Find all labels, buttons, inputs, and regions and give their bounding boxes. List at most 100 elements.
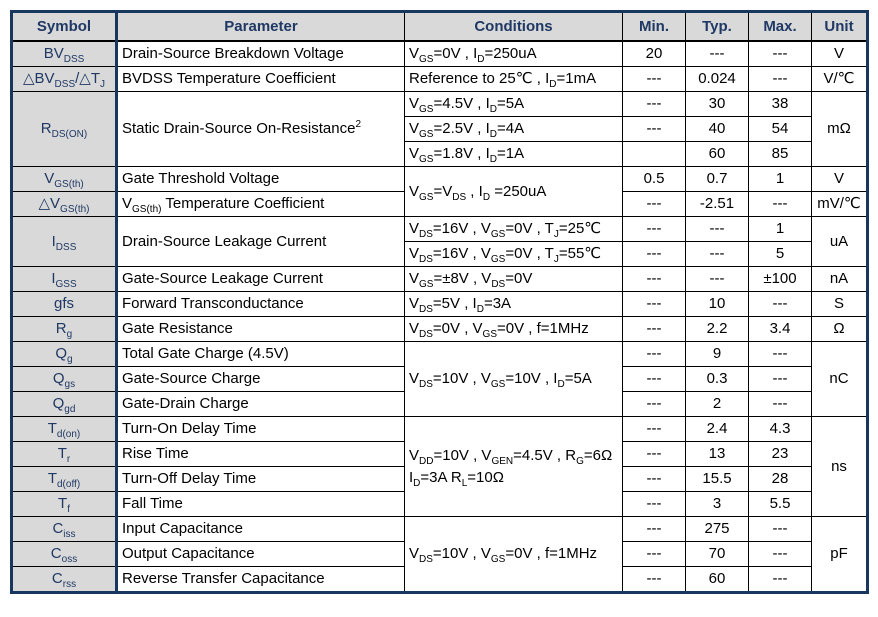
min-cell bbox=[622, 141, 686, 167]
typ-cell: 0.3 bbox=[685, 366, 749, 392]
conditions-cell: VDS=5V , ID=3A bbox=[404, 291, 623, 317]
max-cell: 28 bbox=[748, 466, 812, 492]
header-symbol: Symbol bbox=[11, 11, 118, 42]
min-cell: 20 bbox=[622, 40, 686, 67]
min-cell: --- bbox=[622, 191, 686, 217]
typ-cell: 0.7 bbox=[685, 166, 749, 192]
conditions-cell: VDS=10V , VGS=10V , ID=5A bbox=[404, 341, 623, 417]
table-row: Tr Rise Time --- 13 23 bbox=[11, 441, 868, 467]
typ-cell: 2.2 bbox=[685, 316, 749, 342]
conditions-cell: VDS=16V , VGS=0V , TJ=25℃ bbox=[404, 216, 623, 242]
min-cell: --- bbox=[622, 116, 686, 142]
unit-cell: nC bbox=[811, 341, 868, 417]
symbol-cell: BVDSS bbox=[11, 40, 118, 67]
parameter-cell: BVDSS Temperature Coefficient bbox=[116, 66, 405, 92]
symbol-cell: IGSS bbox=[11, 266, 118, 292]
min-cell: --- bbox=[622, 491, 686, 517]
min-cell: --- bbox=[622, 516, 686, 542]
min-cell: --- bbox=[622, 391, 686, 417]
table-row: gfs Forward Transconductance VDS=5V , ID=3… bbox=[11, 291, 868, 317]
typ-cell: --- bbox=[685, 40, 749, 67]
min-cell: 0.5 bbox=[622, 166, 686, 192]
symbol-cell: RDS(ON) bbox=[11, 91, 118, 167]
symbol-cell: gfs bbox=[11, 291, 118, 317]
table-row: Qg Total Gate Charge (4.5V) VDS=10V , VGS=… bbox=[11, 341, 868, 417]
max-cell: 4.3 bbox=[748, 416, 812, 442]
min-cell: --- bbox=[622, 241, 686, 267]
typ-cell: 2.4 bbox=[685, 416, 749, 442]
unit-cell: V bbox=[811, 166, 868, 192]
parameter-cell: Drain-Source Leakage Current bbox=[116, 216, 405, 267]
typ-cell: 0.024 bbox=[685, 66, 749, 92]
conditions-cell: VDD=10V , VGEN=4.5V , RG=6Ω ID=3A RL=10Ω bbox=[404, 416, 623, 517]
typ-cell: 60 bbox=[685, 566, 749, 593]
parameter-cell: Turn-Off Delay Time bbox=[116, 466, 405, 492]
symbol-cell: Td(on) bbox=[11, 416, 118, 442]
conditions-cell: VGS=VDS , ID =250uA bbox=[404, 166, 623, 217]
typ-cell: 9 bbox=[685, 341, 749, 367]
min-cell: --- bbox=[622, 91, 686, 117]
table-row: IGSS Gate-Source Leakage Current VGS=±8V ,… bbox=[11, 266, 868, 292]
table-row: RDS(ON) Static Drain-Source On-Resistance… bbox=[11, 91, 868, 167]
min-cell: --- bbox=[622, 366, 686, 392]
parameter-cell: Gate Threshold Voltage bbox=[116, 166, 405, 192]
typ-cell: --- bbox=[685, 216, 749, 242]
min-cell: --- bbox=[622, 341, 686, 367]
table-row: BVDSS Drain-Source Breakdown Voltage VGS=0… bbox=[11, 40, 868, 67]
table-row: IDSS Drain-Source Leakage Current VDS=16V … bbox=[11, 216, 868, 267]
parameter-cell: Gate-Source Charge bbox=[116, 366, 405, 392]
typ-cell: --- bbox=[685, 241, 749, 267]
table-body: BVDSS Drain-Source Breakdown Voltage VGS=0… bbox=[11, 40, 868, 593]
conditions-cell: VGS=±8V , VDS=0V bbox=[404, 266, 623, 292]
conditions-cell: VDS=0V , VGS=0V , f=1MHz bbox=[404, 316, 623, 342]
table-row: Qgs Gate-Source Charge --- 0.3 --- bbox=[11, 366, 868, 392]
parameter-cell: Gate-Drain Charge bbox=[116, 391, 405, 417]
unit-cell: S bbox=[811, 291, 868, 317]
min-cell: --- bbox=[622, 441, 686, 467]
symbol-cell: Qgs bbox=[11, 366, 118, 392]
min-cell: --- bbox=[622, 541, 686, 567]
min-cell: --- bbox=[622, 416, 686, 442]
table-row: Coss Output Capacitance --- 70 --- bbox=[11, 541, 868, 567]
parameter-cell: Static Drain-Source On-Resistance2 bbox=[116, 91, 405, 167]
typ-cell: 15.5 bbox=[685, 466, 749, 492]
min-cell: --- bbox=[622, 466, 686, 492]
unit-cell: Ω bbox=[811, 316, 868, 342]
max-cell: --- bbox=[748, 516, 812, 542]
max-cell: 5 bbox=[748, 241, 812, 267]
max-cell: 54 bbox=[748, 116, 812, 142]
max-cell: --- bbox=[748, 191, 812, 217]
max-cell: --- bbox=[748, 391, 812, 417]
parameter-cell: Drain-Source Breakdown Voltage bbox=[116, 40, 405, 67]
typ-cell: 60 bbox=[685, 141, 749, 167]
table-row: Td(off) Turn-Off Delay Time --- 15.5 28 bbox=[11, 466, 868, 492]
typ-cell: 30 bbox=[685, 91, 749, 117]
max-cell: --- bbox=[748, 341, 812, 367]
unit-cell: mΩ bbox=[811, 91, 868, 167]
max-cell: 85 bbox=[748, 141, 812, 167]
max-cell: 38 bbox=[748, 91, 812, 117]
table-row: Ciss Input Capacitance VDS=10V , VGS=0V , … bbox=[11, 516, 868, 593]
header-row: Symbol Parameter Conditions Min. Typ. Ma… bbox=[11, 11, 868, 42]
table-row: Qgd Gate-Drain Charge --- 2 --- bbox=[11, 391, 868, 417]
conditions-cell: VGS=2.5V , ID=4A bbox=[404, 116, 623, 142]
header-min: Min. bbox=[622, 11, 686, 42]
header-max: Max. bbox=[748, 11, 812, 42]
table-row: Rg Gate Resistance VDS=0V , VGS=0V , f=1MH… bbox=[11, 316, 868, 342]
typ-cell: 70 bbox=[685, 541, 749, 567]
symbol-cell: Td(off) bbox=[11, 466, 118, 492]
unit-cell: V bbox=[811, 40, 868, 67]
max-cell: 5.5 bbox=[748, 491, 812, 517]
conditions-cell: VGS=1.8V , ID=1A bbox=[404, 141, 623, 167]
min-cell: --- bbox=[622, 291, 686, 317]
table-row: △BVDSS/△TJ BVDSS Temperature Coefficient R… bbox=[11, 66, 868, 92]
symbol-cell: Coss bbox=[11, 541, 118, 567]
table-row: Td(on) Turn-On Delay Time VDD=10V , VGEN=4… bbox=[11, 416, 868, 517]
symbol-cell: △VGS(th) bbox=[11, 191, 118, 217]
parameter-cell: Turn-On Delay Time bbox=[116, 416, 405, 442]
min-cell: --- bbox=[622, 316, 686, 342]
symbol-cell: Ciss bbox=[11, 516, 118, 542]
parameter-cell: Fall Time bbox=[116, 491, 405, 517]
table-row: Tf Fall Time --- 3 5.5 bbox=[11, 491, 868, 517]
